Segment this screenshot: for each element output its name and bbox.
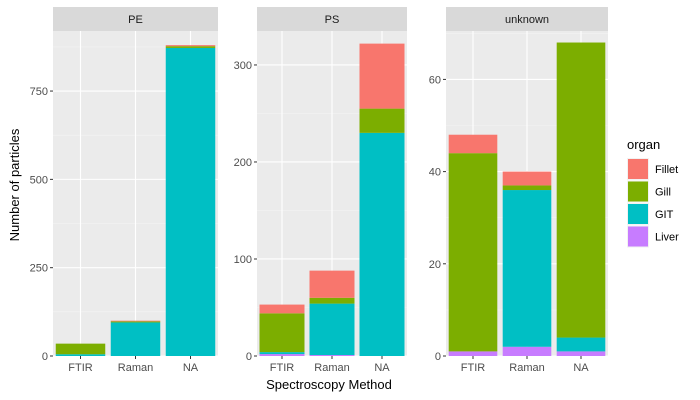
- bar-git-ftir: [259, 352, 305, 355]
- y-tick-label: 500: [30, 174, 48, 186]
- bar-gill-ftir: [55, 343, 106, 355]
- x-tick-label: Raman: [118, 362, 153, 374]
- bar-gill-raman: [309, 297, 355, 304]
- bar-git-na: [165, 47, 216, 357]
- y-tick-label: 300: [234, 60, 252, 72]
- bar-fillet-ftir: [448, 134, 498, 154]
- bar-gill-raman: [110, 321, 161, 323]
- bar-fillet-na: [359, 43, 405, 109]
- bar-fillet-na: [165, 45, 216, 47]
- legend-item-fillet: Fillet: [627, 158, 678, 180]
- x-tick-label: NA: [183, 362, 199, 374]
- facet-strip: [257, 7, 407, 31]
- x-tick-label: FTIR: [461, 362, 485, 374]
- y-tick-label: 0: [42, 351, 48, 363]
- bar-git-na: [556, 337, 606, 352]
- x-tick-label: NA: [573, 362, 589, 374]
- facet-strip-label: PS: [325, 14, 340, 26]
- bar-fillet-raman: [502, 171, 552, 186]
- bar-liver-na: [556, 351, 606, 356]
- bar-gill-na: [359, 108, 405, 133]
- bar-liver-raman: [309, 355, 355, 356]
- bar-git-raman: [110, 322, 161, 356]
- legend-key-swatch: [628, 159, 648, 179]
- x-tick-label: Raman: [314, 362, 349, 374]
- facet-ps: PS 0 100 200 300 FTIR Raman NA: [234, 7, 407, 374]
- bar-git-raman: [502, 190, 552, 347]
- facet-strip-label: PE: [128, 14, 143, 26]
- bar-liver-ftir: [448, 351, 498, 356]
- legend-label: Fillet: [655, 164, 678, 176]
- x-axis-title: Spectroscopy Method: [266, 377, 392, 392]
- bar-git-raman: [309, 303, 355, 356]
- x-tick-label: NA: [374, 362, 390, 374]
- legend-key-swatch: [628, 181, 648, 202]
- y-tick-label: 750: [30, 86, 48, 98]
- legend-key-swatch: [628, 204, 648, 224]
- bar-gill-raman: [502, 185, 552, 191]
- legend-key-swatch: [628, 226, 648, 247]
- y-tick-label: 250: [30, 263, 48, 275]
- facet-strip: [446, 7, 608, 31]
- legend-label: Liver: [655, 232, 679, 244]
- x-tick-label: FTIR: [270, 362, 294, 374]
- x-tick-label: FTIR: [68, 362, 92, 374]
- legend-item-liver: Liver: [627, 225, 679, 248]
- facet-strip: [53, 7, 218, 31]
- legend-item-gill: Gill: [627, 180, 671, 203]
- bar-git-na: [359, 132, 405, 356]
- legend-item-git: GIT: [627, 203, 674, 225]
- bar-gill-na: [556, 42, 606, 338]
- bar-gill-ftir: [448, 153, 498, 352]
- legend-items: Fillet Gill GIT Liver: [627, 158, 679, 248]
- bar-gill-na: [165, 46, 216, 48]
- bar-liver-raman: [502, 346, 552, 356]
- facet-pe: PE 0 250 500 750 FTIR Raman NA: [30, 7, 218, 374]
- legend-label: GIT: [655, 209, 674, 221]
- bar-git-ftir: [55, 354, 106, 356]
- y-tick-label: 60: [429, 74, 441, 86]
- x-tick-label: Raman: [509, 362, 544, 374]
- bar-fillet-raman: [309, 270, 355, 298]
- facet-unknown: unknown 0 20 40 60 FTIR Raman NA: [429, 7, 608, 374]
- y-tick-label: 100: [234, 254, 252, 266]
- bar-fillet-raman: [110, 320, 161, 322]
- y-axis-title: Number of particles: [7, 128, 22, 241]
- y-tick-label: 200: [234, 157, 252, 169]
- legend-title: organ: [627, 137, 660, 152]
- legend: organ Fillet Gill GIT Liver: [627, 137, 679, 248]
- legend-label: Gill: [655, 187, 671, 199]
- y-tick-label: 40: [429, 167, 441, 179]
- facet-strip-label: unknown: [505, 14, 549, 26]
- y-tick-label: 0: [435, 351, 441, 363]
- bar-liver-ftir: [259, 354, 305, 356]
- bar-gill-ftir: [259, 313, 305, 353]
- y-tick-label: 0: [246, 351, 252, 363]
- bar-fillet-ftir: [259, 304, 305, 314]
- y-tick-label: 20: [429, 259, 441, 271]
